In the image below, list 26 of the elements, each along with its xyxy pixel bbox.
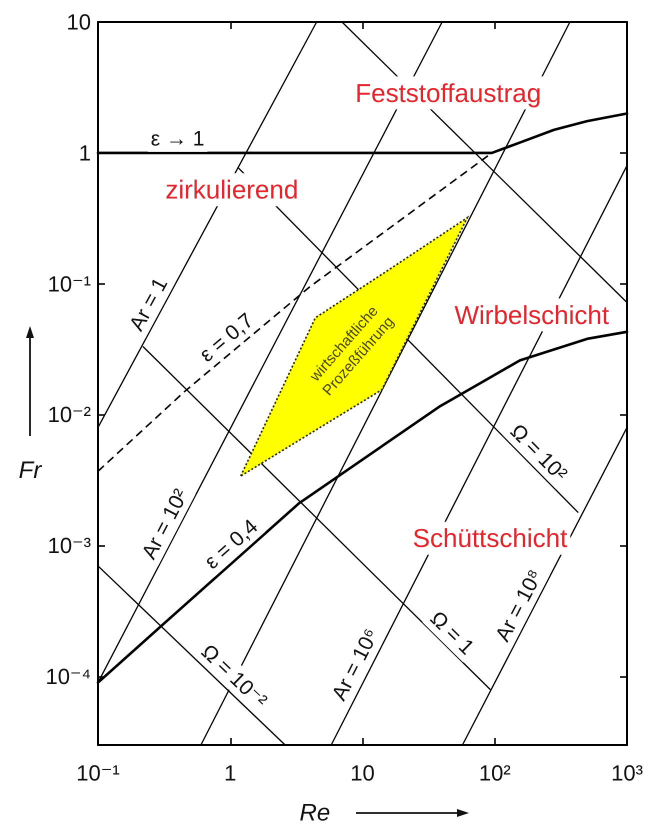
annotation: ε = 0,7 — [195, 308, 258, 367]
annotation: ε → 1 — [150, 127, 204, 150]
x-tick-label: 10² — [478, 760, 511, 786]
annotation: Ar = 10⁸ — [491, 566, 548, 646]
x-tick-label: 1 — [224, 760, 236, 786]
y-tick-label: 10 — [66, 10, 91, 34]
annotation: Schüttschicht — [412, 523, 568, 554]
annotation: Feststoffaustrag — [355, 78, 542, 108]
y-tick-label: 10⁻³ — [48, 533, 91, 558]
y-tick-label: 10⁻¹ — [48, 271, 91, 296]
annotation: zirkulierend — [165, 174, 298, 205]
annotation: Wirbelschicht — [454, 300, 610, 330]
annotation: Ar = 1 — [125, 274, 172, 335]
annotation: Ar = 10² — [138, 486, 193, 563]
annotation: ε = 0,4 — [200, 514, 263, 574]
y-tick-label: 10⁻² — [48, 402, 91, 428]
y-tick-label: 1 — [78, 140, 91, 166]
x-tick-label: 10³ — [611, 760, 643, 786]
y-axis-title: Fr — [18, 456, 42, 484]
annotation: Ω = 10² — [506, 420, 572, 486]
annotation: Ar = 10⁶ — [328, 625, 384, 704]
x-axis-title: Re — [300, 800, 330, 825]
x-tick-label: 10 — [350, 760, 375, 786]
annotation: Ω = 10⁻² — [196, 640, 272, 713]
annotation: Ω = 1 — [426, 606, 478, 660]
y-tick-label: 10⁻⁴ — [45, 664, 91, 690]
